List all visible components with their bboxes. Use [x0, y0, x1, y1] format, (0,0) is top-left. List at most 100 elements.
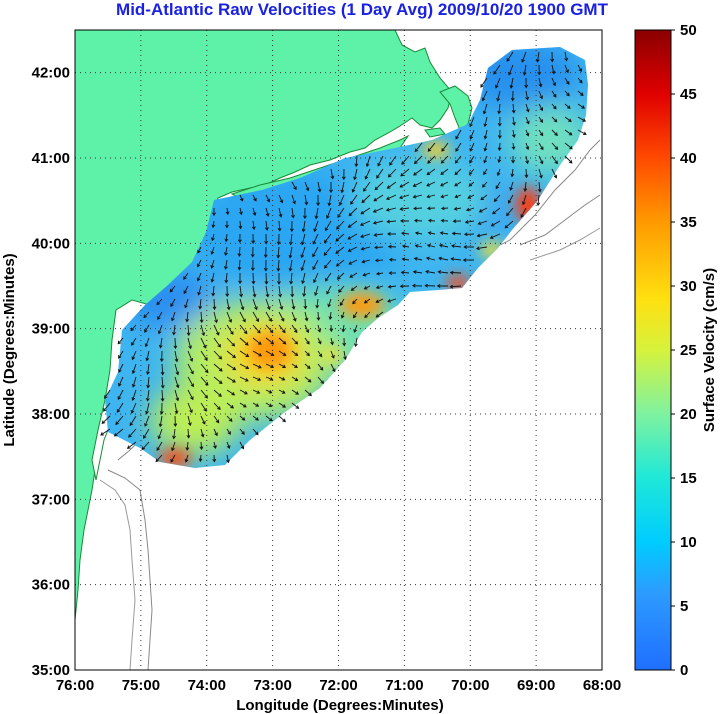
- velocity-arrow: [173, 337, 178, 350]
- velocity-arrow: [506, 207, 514, 217]
- velocity-arrow: [304, 181, 310, 192]
- velocity-arrow: [413, 218, 423, 223]
- velocity-arrow: [551, 129, 558, 137]
- velocity-arrow: [239, 311, 246, 323]
- bathymetry-contour: [107, 469, 153, 670]
- velocity-arrow: [118, 363, 124, 373]
- velocity-arrow: [317, 376, 324, 385]
- velocity-arrow: [350, 194, 358, 205]
- velocity-arrow: [239, 285, 244, 298]
- velocity-arrow: [169, 285, 176, 293]
- velocity-arrow: [453, 206, 462, 211]
- velocity-arrow: [451, 231, 462, 236]
- velocity-arrow: [522, 64, 527, 76]
- velocity-arrow: [354, 155, 359, 168]
- velocity-arrow: [377, 155, 384, 167]
- velocity-arrow: [551, 64, 556, 75]
- velocity-arrow: [263, 259, 268, 272]
- velocity-arrow: [399, 181, 410, 188]
- velocity-arrow: [387, 168, 397, 178]
- velocity-arrow: [237, 259, 242, 271]
- velocity-arrow: [348, 207, 358, 217]
- velocity-arrow: [288, 259, 293, 272]
- velocity-arrow: [497, 103, 502, 115]
- velocity-arrow: [239, 207, 243, 216]
- velocity-arrow: [145, 363, 150, 376]
- velocity-arrow: [224, 233, 229, 243]
- velocity-arrow: [301, 272, 306, 285]
- velocity-arrow: [263, 246, 268, 259]
- velocity-arrow: [426, 243, 436, 248]
- velocity-arrow: [478, 207, 488, 213]
- velocity-arrow: [439, 231, 449, 236]
- velocity-arrow: [291, 337, 299, 345]
- velocity-arrow: [506, 51, 514, 62]
- velocity-arrow: [449, 270, 462, 275]
- velocity-arrow: [196, 259, 202, 268]
- velocity-arrow: [213, 428, 218, 437]
- velocity-arrow: [252, 363, 262, 369]
- velocity-arrow: [226, 389, 236, 396]
- velocity-arrow: [289, 272, 294, 285]
- lat-tick-label: 42:00: [32, 65, 70, 82]
- velocity-arrow: [304, 363, 311, 369]
- lon-tick-label: 73:00: [253, 677, 291, 694]
- velocity-arrow: [482, 103, 488, 115]
- velocity-arrow: [238, 273, 242, 285]
- velocity-arrow: [551, 142, 559, 150]
- velocity-arrow: [239, 402, 247, 408]
- velocity-arrow: [252, 207, 257, 217]
- velocity-arrow: [144, 415, 150, 427]
- velocity-arrow: [525, 142, 530, 151]
- velocity-arrow: [118, 350, 124, 359]
- velocity-arrow: [510, 168, 515, 178]
- velocity-arrow: [224, 272, 229, 284]
- velocity-arrow: [200, 428, 205, 438]
- velocity-arrow: [185, 441, 190, 451]
- velocity-arrow: [326, 207, 332, 220]
- velocity-arrow: [336, 220, 345, 230]
- velocity-arrow: [187, 402, 193, 414]
- velocity-arrow: [489, 233, 501, 239]
- velocity-arrow: [101, 415, 111, 425]
- velocity-arrow: [213, 311, 218, 324]
- velocity-arrow: [200, 337, 207, 349]
- velocity-arrow: [523, 181, 528, 192]
- velocity-arrow: [401, 231, 410, 236]
- velocity-arrow: [290, 285, 295, 298]
- velocity-arrow: [160, 376, 165, 389]
- velocity-arrow: [330, 168, 335, 180]
- velocity-arrow: [211, 220, 216, 229]
- velocity-arrow: [265, 337, 275, 345]
- velocity-arrow: [170, 311, 176, 322]
- velocity-arrow: [239, 376, 249, 382]
- velocity-arrow: [210, 259, 215, 269]
- velocity-arrow: [158, 337, 163, 349]
- velocity-arrow: [186, 324, 191, 337]
- velocity-arrow: [130, 324, 137, 332]
- velocity-arrow: [452, 219, 462, 224]
- colorbar-tick-label: 20: [680, 406, 697, 423]
- velocity-arrow: [239, 363, 250, 370]
- velocity-arrow: [497, 155, 502, 164]
- velocity-arrow: [327, 194, 332, 207]
- velocity-arrow: [172, 324, 176, 336]
- velocity-arrow: [360, 246, 371, 251]
- velocity-arrow: [129, 415, 137, 427]
- velocity-arrow: [173, 415, 178, 427]
- velocity-arrow: [276, 233, 281, 246]
- velocity-arrow: [200, 363, 209, 374]
- lon-tick-label: 76:00: [56, 677, 94, 694]
- velocity-arrow: [117, 389, 124, 400]
- velocity-arrow: [413, 155, 423, 165]
- lat-tick-label: 35:00: [32, 662, 70, 679]
- velocity-arrow: [365, 155, 371, 168]
- velocity-arrow: [156, 298, 163, 306]
- velocity-arrow: [278, 298, 284, 311]
- velocity-arrow: [385, 207, 397, 212]
- velocity-arrow: [185, 311, 190, 323]
- longitude-tick-labels: 76:00 75:00 74:00 73:00 72:00 71:00 70:00 69:00…: [56, 677, 621, 694]
- velocity-arrow: [412, 181, 423, 187]
- velocity-arrow: [414, 142, 423, 153]
